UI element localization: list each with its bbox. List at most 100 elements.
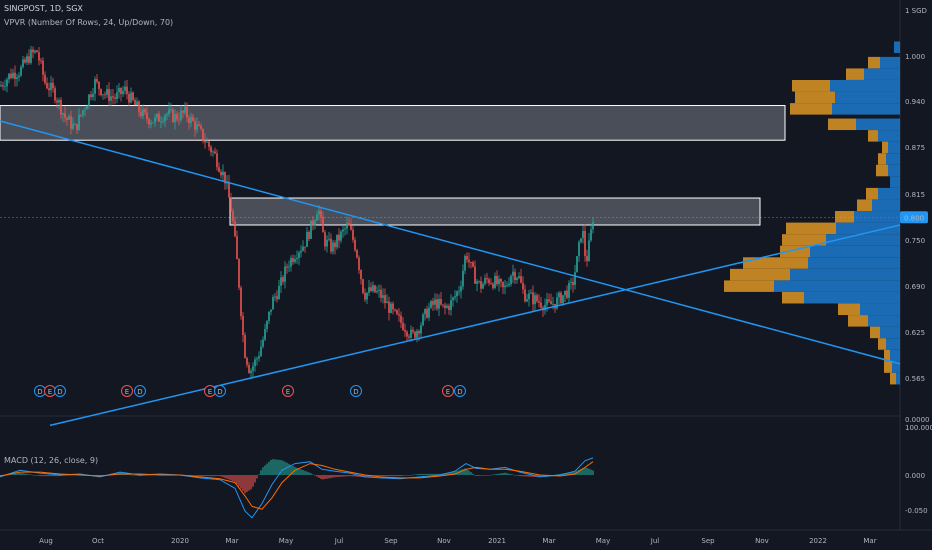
macd-histogram-bar — [244, 475, 246, 494]
candle-body — [374, 285, 376, 293]
candle-body — [404, 329, 406, 332]
macd-histogram-bar — [252, 475, 254, 487]
candle-body — [508, 284, 510, 286]
macd-histogram-bar — [538, 475, 540, 478]
candle-body — [426, 309, 428, 318]
candle-body — [10, 73, 12, 78]
candle-body — [448, 305, 450, 310]
macd-histogram-bar — [492, 474, 494, 476]
macd-histogram-bar — [262, 467, 264, 475]
candle-body — [22, 59, 24, 67]
candle-body — [276, 296, 278, 300]
macd-histogram-bar — [330, 475, 332, 478]
candle-body — [208, 141, 210, 147]
candle-body — [472, 262, 474, 267]
macd-histogram-bar — [212, 475, 214, 477]
candle-body — [104, 94, 106, 96]
candle-body — [60, 99, 62, 115]
candle-body — [326, 239, 328, 247]
candle-body — [2, 85, 4, 87]
candle-body — [4, 86, 6, 88]
candle-body — [466, 256, 468, 260]
macd-histogram-bar — [414, 474, 416, 476]
macd-histogram-bar — [454, 471, 456, 475]
candle-body — [302, 246, 304, 251]
macd-histogram-bar — [406, 475, 408, 476]
candle-body — [136, 101, 138, 106]
candle-body — [46, 83, 48, 89]
vpvr-indicator-title[interactable]: VPVR (Number Of Rows, 24, Up/Down, 70) — [4, 18, 174, 27]
candle-body — [304, 246, 306, 248]
candle-body — [264, 329, 266, 340]
candle-body — [158, 113, 160, 122]
candle-body — [476, 281, 478, 284]
macd-histogram-bar — [484, 475, 486, 476]
macd-histogram-bar — [136, 475, 138, 476]
candle-body — [142, 109, 144, 117]
candle-body — [336, 234, 338, 248]
macd-histogram-bar — [494, 474, 496, 475]
macd-histogram-bar — [214, 475, 216, 477]
candle-body — [254, 359, 256, 367]
candle-body — [460, 286, 462, 292]
candle-body — [406, 331, 408, 337]
macd-histogram-bar — [386, 475, 388, 477]
candle-body — [188, 117, 190, 124]
candle-body — [386, 301, 388, 304]
candle-body — [556, 297, 558, 309]
macd-histogram-bar — [306, 471, 308, 475]
candle-body — [80, 114, 82, 116]
candle-body — [540, 302, 542, 308]
macd-histogram-bar — [146, 475, 148, 476]
candle-body — [234, 221, 236, 237]
candle-body — [392, 303, 394, 310]
volume-profile-down-bar — [876, 164, 888, 177]
candle-body — [530, 292, 532, 294]
candle-body — [106, 89, 108, 95]
candle-body — [532, 292, 534, 305]
candle-body — [224, 171, 226, 184]
candle-body — [8, 73, 10, 80]
volume-profile-down-bar — [878, 153, 886, 165]
candle-body — [170, 109, 172, 111]
candle-body — [408, 336, 410, 338]
macd-histogram-bar — [520, 475, 522, 477]
macd-histogram-bar — [274, 459, 276, 475]
macd-indicator-title[interactable]: MACD (12, 26, close, 9) — [4, 456, 99, 465]
candle-body — [150, 122, 152, 125]
macd-histogram-bar — [336, 475, 338, 478]
macd-histogram-bar — [226, 475, 228, 479]
candle-body — [24, 59, 26, 63]
macd-histogram-bar — [556, 474, 558, 475]
earnings-marker-label: E — [286, 388, 290, 396]
candle-body — [518, 276, 520, 278]
macd-histogram-bar — [16, 473, 18, 475]
macd-histogram-bar — [354, 475, 356, 477]
macd-histogram-bar — [504, 472, 506, 475]
earnings-marker — [442, 385, 454, 397]
candle-body — [20, 66, 22, 76]
macd-histogram-bar — [52, 475, 54, 477]
macd-histogram-bar — [486, 475, 488, 476]
volume-profile-down-bar — [878, 338, 886, 350]
candle-body — [166, 114, 168, 116]
candle-body — [578, 242, 580, 257]
candle-body — [506, 285, 508, 287]
candle-body — [510, 275, 512, 285]
volume-profile-down-bar — [782, 234, 826, 246]
volume-profile-down-bar — [868, 130, 878, 142]
macd-histogram-bar — [44, 475, 46, 477]
candle-body — [98, 81, 100, 89]
candle-body — [384, 295, 386, 304]
macd-histogram-bar — [518, 475, 520, 476]
macd-histogram-bar — [586, 467, 588, 475]
macd-histogram-bar — [144, 475, 146, 476]
macd-histogram-bar — [268, 461, 270, 475]
macd-histogram-bar — [418, 473, 420, 475]
candle-body — [526, 299, 528, 302]
macd-histogram-bar — [326, 475, 328, 479]
macd-histogram-bar — [522, 475, 524, 477]
candle-body — [378, 289, 380, 292]
macd-histogram-bar — [416, 474, 418, 475]
